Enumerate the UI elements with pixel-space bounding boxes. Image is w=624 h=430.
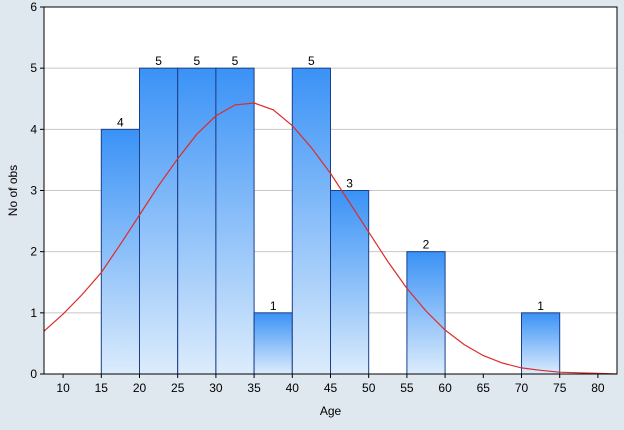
y-tick-label: 2	[30, 245, 37, 259]
x-tick-label: 75	[553, 381, 567, 395]
histogram-bar	[253, 312, 293, 375]
x-tick-label: 40	[286, 381, 300, 395]
y-tick-label: 5	[30, 61, 37, 75]
histogram-bar	[100, 128, 141, 375]
histogram-bar	[291, 67, 331, 375]
bar-value-label: 3	[346, 177, 353, 191]
bar-value-label: 5	[232, 54, 239, 68]
histogram-bar	[177, 67, 217, 375]
bars	[100, 67, 561, 375]
histogram-bar	[521, 312, 561, 375]
y-axis-label: No of obs	[6, 165, 20, 216]
histogram-bar	[215, 67, 255, 375]
bar-value-label: 2	[423, 238, 430, 252]
x-tick-label: 25	[171, 381, 185, 395]
x-tick-label: 55	[400, 381, 414, 395]
y-tick-label: 1	[30, 306, 37, 320]
x-tick-label: 60	[438, 381, 452, 395]
bar-value-label: 5	[155, 54, 162, 68]
x-tick-label: 15	[95, 381, 109, 395]
histogram-bar	[406, 251, 446, 375]
histogram-bar	[139, 67, 179, 375]
x-tick-label: 10	[56, 381, 70, 395]
normal-fit-curve	[43, 102, 618, 375]
x-tick-label: 20	[133, 381, 147, 395]
bar-value-label: 4	[117, 115, 124, 129]
x-tick-label: 65	[477, 381, 491, 395]
bar-value-labels: 4 5 5 5 1 5 3 2 1	[117, 54, 544, 313]
bar-value-label: 5	[308, 54, 315, 68]
histogram-bar	[330, 190, 370, 375]
x-tick-label: 80	[591, 381, 605, 395]
y-tick-label: 6	[30, 0, 37, 14]
x-tick-label: 50	[362, 381, 376, 395]
x-tick-label: 70	[515, 381, 529, 395]
bar-value-label: 1	[537, 299, 544, 313]
bar-value-label: 1	[270, 299, 277, 313]
y-tick-label: 0	[30, 367, 37, 381]
x-tick-label: 30	[209, 381, 223, 395]
x-axis-label: Age	[320, 404, 342, 418]
bar-value-label: 5	[193, 54, 200, 68]
x-tick-label: 35	[247, 381, 261, 395]
y-tick-label: 4	[30, 122, 37, 136]
x-tick-label: 45	[324, 381, 338, 395]
y-tick-label: 3	[30, 184, 37, 198]
